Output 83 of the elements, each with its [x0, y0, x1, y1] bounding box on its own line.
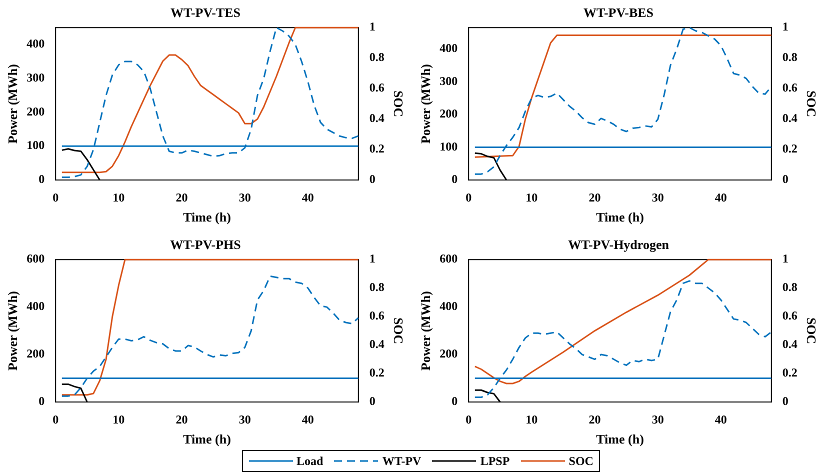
y-axis-title: Power (MWh) — [418, 64, 434, 144]
x-tick-label: 10 — [112, 412, 125, 426]
y-axis-title: Power (MWh) — [418, 291, 434, 371]
y2-tick-label: 0.2 — [782, 366, 798, 380]
y2-tick-label: 0.4 — [782, 337, 798, 352]
y2-tick-label: 0 — [369, 394, 376, 408]
y-tick-label: 400 — [440, 299, 458, 314]
y-axis-title: Power (MWh) — [5, 291, 20, 371]
x-axis-title: Time (h) — [183, 432, 231, 447]
legend-label: LPSP — [480, 454, 510, 468]
y2-tick-label: 0.2 — [369, 142, 384, 156]
x-tick-label: 20 — [176, 412, 188, 426]
y2-tick-label: 0.2 — [782, 142, 798, 156]
y-tick-label: 100 — [26, 138, 45, 152]
y2-tick-label: 0 — [782, 172, 788, 186]
legend-label: WT-PV — [382, 454, 422, 468]
chart-title: WT-PV-BES — [583, 5, 654, 20]
y-tick-label: 300 — [26, 70, 45, 84]
y-axis-title: Power (MWh) — [5, 64, 20, 144]
x-tick-label: 10 — [526, 190, 538, 204]
y2-tick-label: 1 — [782, 20, 788, 34]
y2-tick-label: 1 — [782, 252, 788, 266]
y2-axis-title: SOC — [804, 90, 819, 118]
x-axis-title: Time (h) — [183, 210, 231, 225]
y-tick-label: 0 — [452, 394, 458, 408]
y2-tick-label: 1 — [369, 20, 376, 34]
y2-tick-label: 0.4 — [782, 111, 798, 126]
chart-title: WT-PV-TES — [170, 5, 241, 20]
y2-axis-title: SOC — [804, 317, 819, 344]
x-tick-label: 40 — [714, 412, 727, 426]
x-tick-label: 40 — [714, 190, 727, 204]
x-tick-label: 30 — [652, 190, 664, 204]
y-tick-label: 200 — [26, 346, 45, 361]
y2-tick-label: 0.8 — [782, 50, 798, 64]
y2-tick-label: 0 — [369, 172, 376, 186]
chart-title: WT-PV-PHS — [170, 237, 241, 252]
y-tick-label: 0 — [38, 172, 45, 186]
y2-tick-label: 0.6 — [782, 308, 798, 323]
y-tick-label: 600 — [26, 252, 45, 266]
y-tick-label: 200 — [26, 104, 45, 118]
y-tick-label: 600 — [440, 252, 458, 266]
y-tick-label: 400 — [440, 40, 458, 55]
x-tick-label: 20 — [588, 412, 601, 426]
y-tick-label: 0 — [38, 394, 45, 408]
y2-tick-label: 0.8 — [369, 280, 384, 294]
x-tick-label: 40 — [302, 412, 314, 426]
y2-tick-label: 0.6 — [782, 80, 798, 95]
x-tick-label: 0 — [52, 190, 59, 204]
x-tick-label: 30 — [238, 190, 251, 204]
line-series — [474, 280, 772, 398]
x-tick-label: 40 — [302, 190, 314, 204]
y2-tick-label: 0.6 — [369, 80, 384, 95]
y-tick-label: 200 — [440, 346, 458, 361]
x-tick-label: 0 — [466, 190, 472, 204]
y2-tick-label: 0.8 — [369, 50, 384, 64]
x-tick-label: 0 — [52, 412, 59, 426]
y2-tick-label: 0.6 — [369, 308, 384, 323]
y-tick-label: 300 — [440, 74, 458, 88]
chart-title: WT-PV-Hydrogen — [568, 237, 670, 252]
y2-tick-label: 1 — [369, 252, 376, 266]
y-tick-label: 100 — [440, 139, 458, 154]
y2-tick-label: 0 — [782, 394, 788, 408]
x-tick-label: 20 — [176, 190, 188, 204]
y2-tick-label: 0.2 — [369, 366, 384, 380]
x-axis-title: Time (h) — [596, 210, 644, 225]
legend-label: Load — [296, 454, 324, 468]
x-tick-label: 0 — [466, 412, 472, 426]
y-tick-label: 400 — [26, 36, 45, 51]
y-tick-label: 400 — [26, 299, 45, 314]
x-tick-label: 30 — [238, 412, 251, 426]
x-tick-label: 10 — [526, 412, 538, 426]
y2-axis-title: SOC — [390, 90, 406, 118]
x-axis-title: Time (h) — [596, 432, 644, 447]
y2-tick-label: 0.4 — [369, 337, 384, 352]
y-tick-label: 0 — [452, 172, 458, 186]
x-tick-label: 20 — [588, 190, 601, 204]
y-tick-label: 200 — [440, 106, 458, 121]
y2-axis-title: SOC — [390, 317, 406, 344]
y2-tick-label: 0.4 — [369, 111, 384, 126]
legend-label: SOC — [568, 454, 594, 468]
y2-tick-label: 0.8 — [782, 280, 798, 294]
x-tick-label: 10 — [112, 190, 125, 204]
x-tick-label: 30 — [652, 412, 664, 426]
